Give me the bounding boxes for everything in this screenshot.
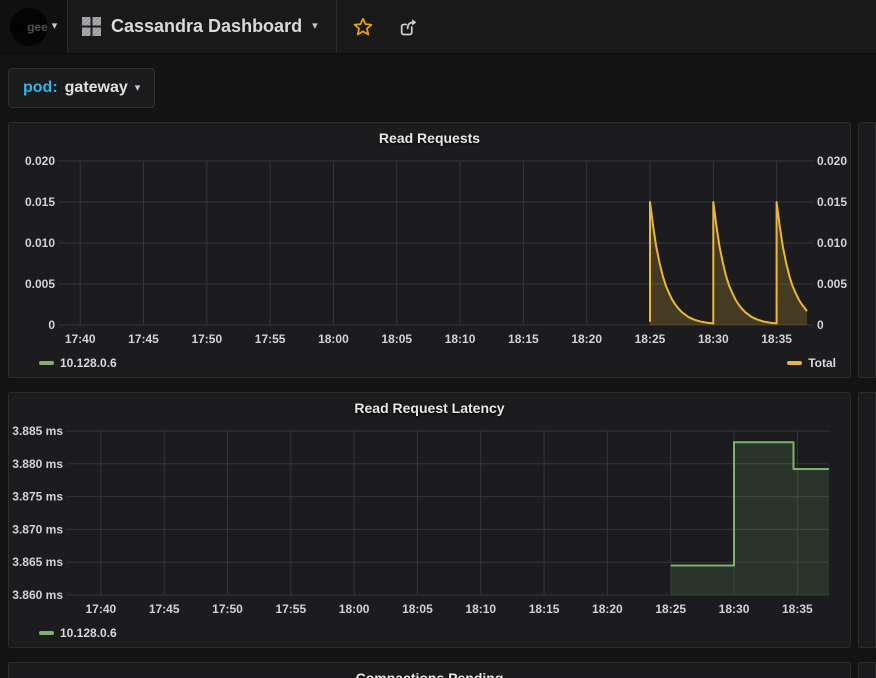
chevron-down-icon: ▾ (51, 20, 58, 32)
read-request-latency-chart[interactable]: 3.860 ms 3.865 ms 3.870 ms 3.875 ms 3.880 ms… (9, 423, 852, 621)
svg-text:18:25: 18:25 (635, 332, 666, 346)
chart-legend: 10.128.0.6 (9, 621, 850, 645)
pod-variable-label: pod: (23, 79, 58, 96)
panel-title[interactable]: Read Requests (378, 130, 481, 146)
panel-title[interactable]: Compactions Pending (355, 670, 504, 678)
chevron-down-icon: ▾ (312, 20, 318, 32)
svg-text:18:15: 18:15 (508, 332, 539, 346)
svg-text:3.865 ms: 3.865 ms (12, 555, 63, 569)
svg-text:18:00: 18:00 (339, 602, 370, 616)
dashboard-grid-icon (82, 17, 101, 36)
dashboard-row-1: Read Requests 0 0 0.005 0.005 0.010 0.010 0.01… (8, 122, 876, 378)
svg-text:3.860 ms: 3.860 ms (12, 588, 63, 602)
logo-text-api: api (9, 19, 28, 34)
legend-item[interactable]: 10.128.0.6 (39, 626, 117, 640)
svg-text:0.015: 0.015 (817, 195, 847, 209)
svg-text:3.885 ms: 3.885 ms (12, 424, 63, 438)
chevron-down-icon: ▾ (134, 81, 141, 94)
svg-text:17:55: 17:55 (255, 332, 286, 346)
legend-series-dash-icon (39, 631, 54, 635)
top-navbar: api gee ▾ Cassandra Dashboard ▾ (0, 0, 876, 54)
svg-text:0: 0 (48, 318, 55, 332)
chart-legend: 10.128.0.6 Total (9, 351, 850, 375)
svg-text:0.005: 0.005 (25, 277, 55, 291)
legend-item[interactable]: Total (787, 356, 836, 370)
template-variables-bar: pod: gateway ▾ (0, 54, 876, 122)
svg-text:0.015: 0.015 (25, 195, 55, 209)
svg-text:0.010: 0.010 (817, 236, 847, 250)
share-button[interactable] (391, 9, 427, 45)
legend-series-label: 10.128.0.6 (60, 626, 117, 640)
svg-text:17:55: 17:55 (275, 602, 306, 616)
star-button[interactable] (345, 9, 381, 45)
logo-text-gee: gee (27, 19, 48, 34)
svg-text:17:40: 17:40 (65, 332, 96, 346)
panel-partial-right-1 (858, 122, 876, 378)
svg-text:3.875 ms: 3.875 ms (12, 490, 63, 504)
svg-text:18:00: 18:00 (318, 332, 349, 346)
svg-text:17:50: 17:50 (212, 602, 243, 616)
svg-text:3.880 ms: 3.880 ms (12, 457, 63, 471)
read-requests-chart[interactable]: 0 0 0.005 0.005 0.010 0.010 0.015 0.015 0.020 0.0… (9, 153, 852, 351)
svg-text:18:35: 18:35 (782, 602, 813, 616)
legend-series-dash-icon (39, 361, 54, 365)
svg-text:0.020: 0.020 (25, 154, 55, 168)
panel-partial-right-3 (858, 662, 876, 678)
panel-read-request-latency: Read Request Latency 3.860 ms 3.865 ms 3.8… (8, 392, 851, 648)
dashboard-grid: Read Requests 0 0 0.005 0.005 0.010 0.010 0.01… (0, 122, 876, 678)
star-icon (353, 17, 372, 35)
legend-item[interactable]: 10.128.0.6 (39, 356, 117, 370)
dashboard-row-3: Compactions Pending (8, 662, 876, 678)
svg-text:17:45: 17:45 (149, 602, 180, 616)
panel-partial-right-2 (858, 392, 876, 648)
panel-compactions-pending: Compactions Pending (8, 662, 851, 678)
svg-text:18:35: 18:35 (761, 332, 792, 346)
svg-text:18:10: 18:10 (445, 332, 476, 346)
panel-read-requests: Read Requests 0 0 0.005 0.005 0.010 0.010 0.01… (8, 122, 851, 378)
dashboard-row-2: Read Request Latency 3.860 ms 3.865 ms 3.8… (8, 392, 876, 648)
apigee-logo-button[interactable]: api gee ▾ (0, 0, 68, 53)
svg-text:18:30: 18:30 (719, 602, 750, 616)
svg-text:0.010: 0.010 (25, 236, 55, 250)
apigee-logo: api gee (9, 7, 48, 46)
svg-text:3.870 ms: 3.870 ms (12, 522, 63, 536)
legend-series-dash-icon (787, 361, 803, 365)
navbar-actions (337, 0, 435, 53)
svg-text:0.020: 0.020 (817, 154, 847, 168)
svg-text:18:20: 18:20 (592, 602, 623, 616)
svg-text:18:05: 18:05 (381, 332, 412, 346)
svg-text:0: 0 (817, 318, 824, 332)
pod-variable-value: gateway (64, 79, 128, 96)
svg-text:17:50: 17:50 (191, 332, 222, 346)
panel-title[interactable]: Read Request Latency (354, 400, 505, 416)
legend-series-label: Total (808, 356, 836, 370)
share-icon (400, 18, 416, 35)
svg-text:18:30: 18:30 (698, 332, 729, 346)
pod-variable-dropdown[interactable]: pod: gateway ▾ (8, 68, 156, 108)
svg-text:17:45: 17:45 (128, 332, 159, 346)
svg-text:0.005: 0.005 (817, 277, 847, 291)
svg-text:18:10: 18:10 (465, 602, 496, 616)
svg-text:18:05: 18:05 (402, 602, 433, 616)
dashboard-picker[interactable]: Cassandra Dashboard ▾ (68, 0, 337, 53)
svg-text:18:20: 18:20 (571, 332, 602, 346)
svg-text:18:25: 18:25 (655, 602, 686, 616)
legend-series-label: 10.128.0.6 (60, 356, 117, 370)
svg-text:17:40: 17:40 (86, 602, 117, 616)
dashboard-title: Cassandra Dashboard (111, 16, 303, 36)
svg-text:18:15: 18:15 (529, 602, 560, 616)
